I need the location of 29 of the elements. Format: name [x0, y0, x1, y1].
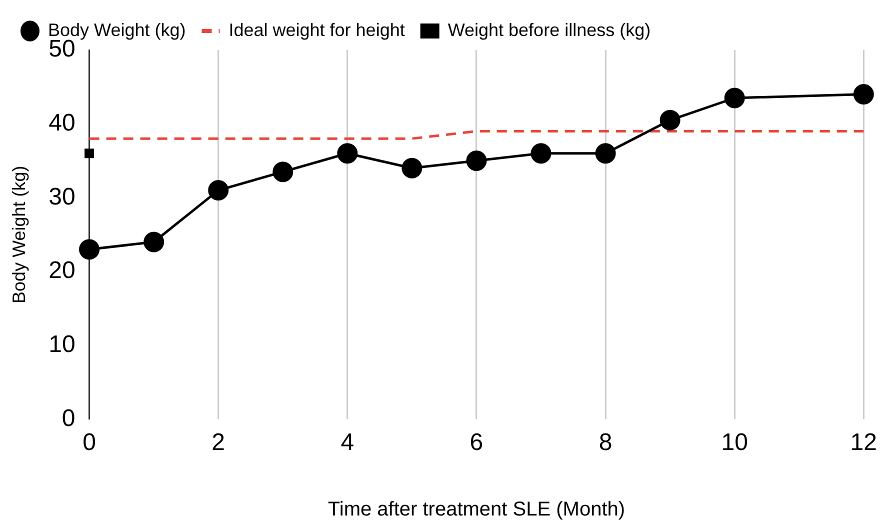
x-tick-label: 2 [212, 429, 226, 456]
y-tick-label: 20 [48, 257, 76, 284]
y-axis-title: Body Weight (kg) [8, 166, 29, 304]
legend-label: Weight before illness (kg) [448, 20, 651, 40]
y-tick-label: 30 [48, 183, 76, 210]
point [79, 239, 100, 260]
point [272, 162, 294, 182]
point [144, 232, 164, 252]
point [402, 158, 422, 178]
point [466, 150, 487, 172]
legend-label: Ideal weight for height [228, 20, 405, 40]
point [853, 84, 874, 105]
point [660, 110, 680, 130]
point [530, 143, 552, 164]
x-axis-title: Time after treatment SLE (Month) [328, 498, 626, 521]
x-tick-label: 0 [82, 429, 96, 456]
x-tick-label: 12 [850, 429, 878, 456]
x-tick-label: 6 [470, 429, 484, 456]
point [208, 180, 229, 201]
y-tick-label: 40 [48, 109, 76, 136]
point [337, 143, 358, 164]
point [724, 88, 745, 108]
point [595, 143, 616, 164]
x-tick-label: 10 [721, 429, 748, 456]
y-tick-label: 10 [48, 330, 76, 358]
x-tick-label: 8 [598, 429, 612, 456]
x-tick-label: 4 [340, 429, 354, 456]
y-tick-label: 0 [62, 404, 76, 432]
point [84, 148, 94, 158]
